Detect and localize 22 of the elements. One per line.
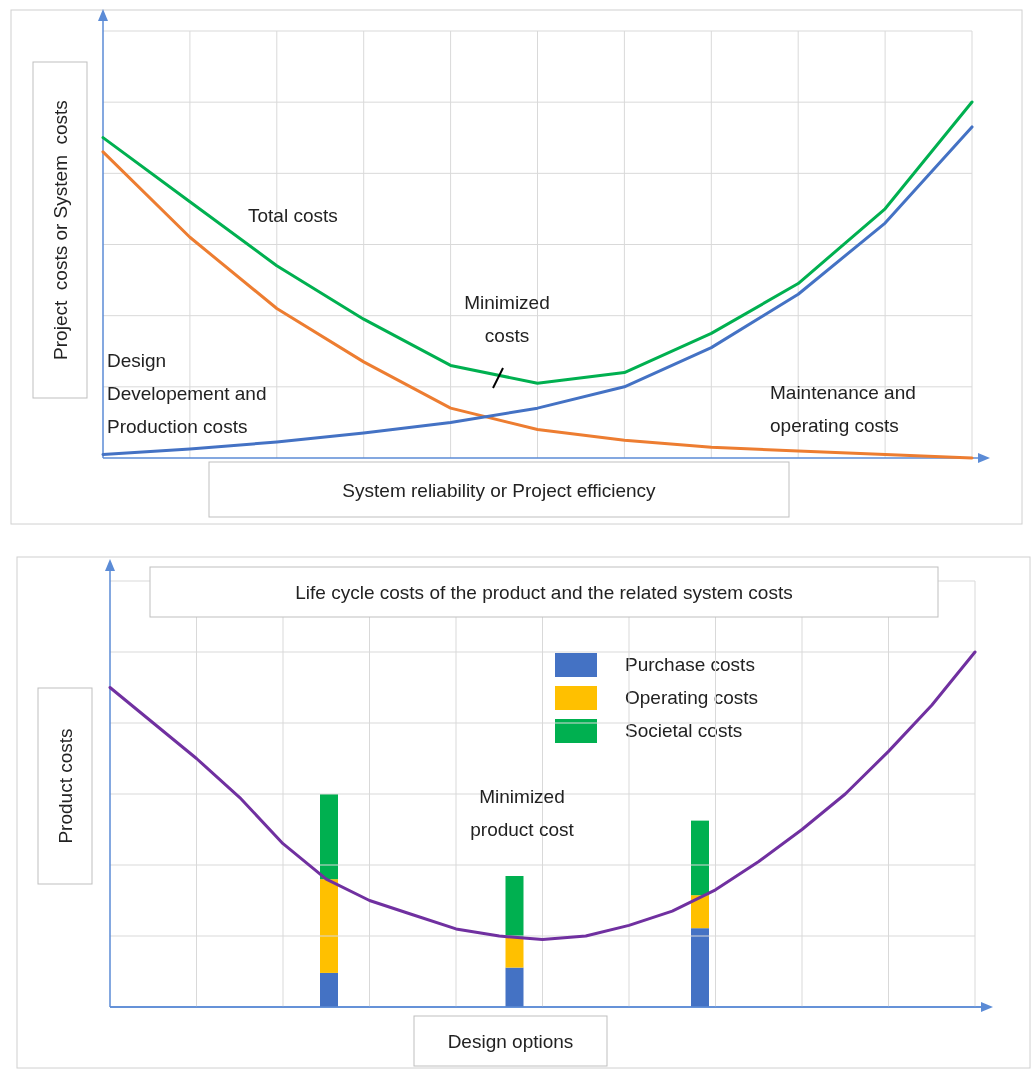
bar [320, 879, 338, 973]
annotation: Minimized costs [464, 292, 550, 346]
x-axis-title: System reliability or Project efficiency [342, 479, 657, 501]
annotation: Total costs [248, 205, 338, 226]
annotation: Minimized product cost [470, 786, 575, 840]
legend-label: Societal costs [625, 720, 743, 741]
bar [691, 820, 709, 896]
bar [691, 895, 709, 929]
legend-label: Purchase costs [625, 654, 755, 675]
y-axis-title: Project costs or System costs [50, 100, 71, 360]
x-axis-title: Design options [447, 1031, 574, 1052]
annotation: Design Developement and Production costs [107, 350, 267, 437]
legend-label: Operating costs [625, 687, 759, 708]
bar [505, 937, 524, 968]
bar [320, 972, 338, 1007]
annotation: Maintenance and operating costs [770, 382, 916, 436]
chart-title: Life cycle costs of the product and the related system costs [295, 582, 793, 603]
bar [505, 967, 524, 1007]
bar [505, 876, 524, 938]
y-axis-title: Product costs [55, 728, 76, 844]
bar [691, 928, 709, 1007]
bar [320, 794, 338, 880]
